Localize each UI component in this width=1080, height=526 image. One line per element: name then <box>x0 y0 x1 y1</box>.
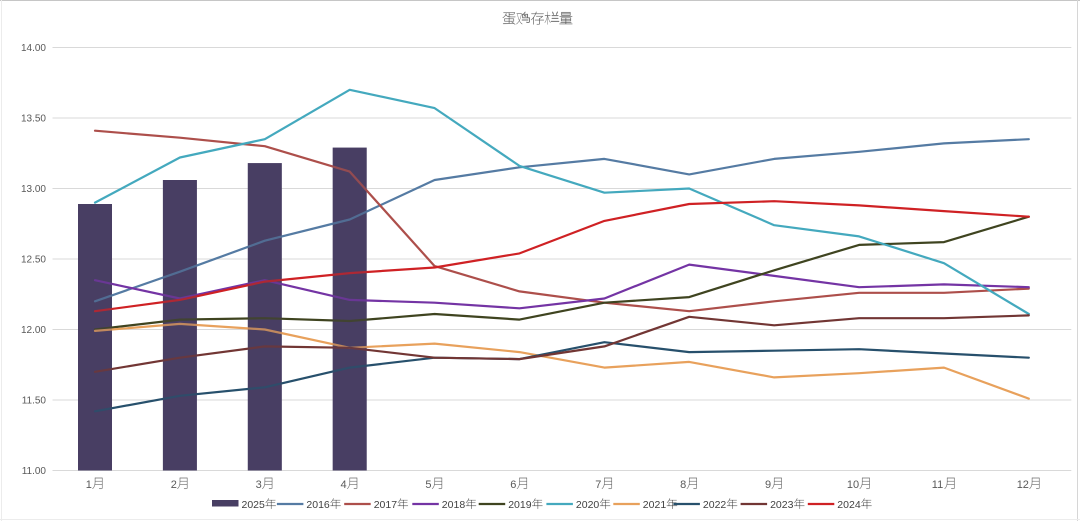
svg-text:7: 7 <box>595 479 601 491</box>
svg-text:9: 9 <box>765 479 771 491</box>
svg-text:1: 1 <box>86 479 92 491</box>
svg-text:11: 11 <box>932 479 943 491</box>
svg-text:6: 6 <box>510 479 516 491</box>
svg-text:2: 2 <box>171 479 177 491</box>
svg-text:2020: 2020 <box>576 499 600 511</box>
svg-text:2019: 2019 <box>508 499 532 511</box>
svg-text:2025: 2025 <box>242 499 266 511</box>
svg-text:12.50: 12.50 <box>21 255 46 266</box>
svg-text:8: 8 <box>680 479 686 491</box>
svg-text:12: 12 <box>1017 479 1029 491</box>
svg-text:2023: 2023 <box>770 499 794 511</box>
svg-text:14.00: 14.00 <box>21 43 46 54</box>
svg-text:2017: 2017 <box>374 499 398 511</box>
svg-text:2018: 2018 <box>442 499 466 511</box>
svg-text:13.00: 13.00 <box>21 184 46 195</box>
svg-text:12.00: 12.00 <box>21 325 46 336</box>
svg-text:13.50: 13.50 <box>21 114 46 125</box>
svg-text:2016: 2016 <box>306 499 330 511</box>
svg-text:2024: 2024 <box>837 499 861 511</box>
svg-text:2021: 2021 <box>643 499 667 511</box>
svg-text:4: 4 <box>341 479 347 491</box>
svg-text:3: 3 <box>256 479 262 491</box>
svg-text:10: 10 <box>847 479 859 491</box>
svg-text:11.50: 11.50 <box>22 396 47 407</box>
svg-text:5: 5 <box>425 479 431 491</box>
svg-text:11.00: 11.00 <box>22 466 47 477</box>
svg-text:2022: 2022 <box>703 499 727 511</box>
